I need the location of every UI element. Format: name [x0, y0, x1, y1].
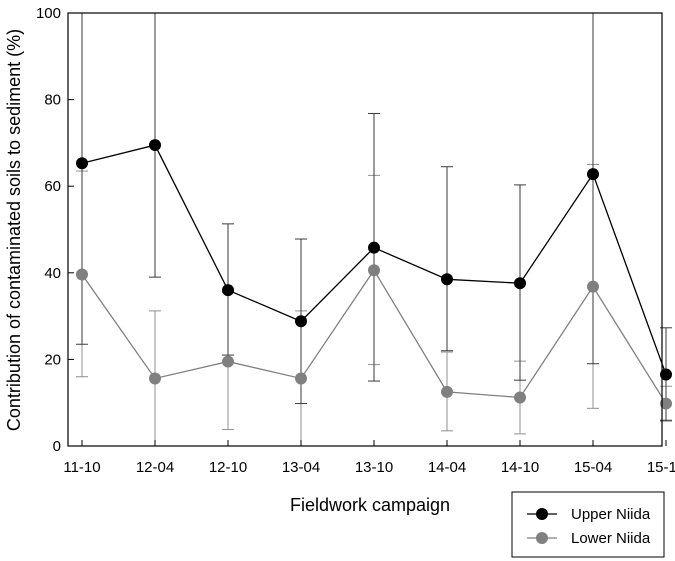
x-tick-label: 11-10 [63, 459, 100, 476]
y-tick-label: 80 [44, 92, 61, 109]
lower-niida-point [295, 372, 307, 385]
lower-niida-point [222, 355, 234, 368]
x-tick-label: 15-10 [647, 459, 675, 476]
x-tick-label: 12-04 [136, 459, 174, 476]
legend-marker-upper [536, 508, 548, 520]
x-axis-ticks: 11-10 12-04 12-10 13-04 13-10 14-04 14-10 15-04… [63, 440, 675, 476]
x-tick-label: 13-10 [355, 459, 393, 476]
upper-niida-point [660, 368, 672, 381]
x-tick-label: 13-04 [282, 459, 320, 476]
lower-niida-point [76, 268, 88, 281]
upper-niida-point [222, 284, 234, 297]
legend-marker-lower [536, 532, 548, 544]
lower-niida-point [660, 397, 672, 410]
lower-niida-point [149, 372, 161, 385]
y-tick-label: 60 [44, 178, 61, 195]
error-bars [76, 13, 672, 446]
x-tick-label: 12-10 [209, 459, 247, 476]
y-axis-ticks: 0 20 40 60 80 100 [36, 5, 74, 455]
y-tick-label: 0 [53, 438, 61, 455]
y-tick-label: 20 [44, 351, 61, 368]
data-markers [76, 139, 672, 410]
legend: Upper Niida Lower Niida [511, 491, 665, 558]
y-axis-title: Contribution of contaminated soils to se… [4, 29, 24, 431]
legend-label-lower: Lower Niida [571, 530, 651, 547]
legend-label-upper: Upper Niida [571, 506, 651, 523]
lower-niida-point [587, 280, 599, 293]
upper-niida-point [295, 315, 307, 328]
upper-niida-point [587, 168, 599, 181]
upper-niida-point [149, 139, 161, 152]
upper-niida-point [514, 277, 526, 290]
upper-niida-point [368, 241, 380, 254]
legend-box [511, 491, 665, 558]
upper-niida-point [441, 273, 453, 286]
y-tick-label: 100 [36, 5, 61, 22]
lower-niida-point [441, 385, 453, 398]
y-tick-label: 40 [44, 265, 61, 282]
upper-niida-point [76, 157, 88, 170]
plot-frame [67, 12, 663, 447]
lower-niida-point [368, 264, 380, 277]
lower-niida-point [514, 391, 526, 404]
x-tick-label: 15-04 [574, 459, 612, 476]
x-axis-title: Fieldwork campaign [290, 495, 450, 515]
x-tick-label: 14-10 [501, 459, 539, 476]
x-tick-label: 14-04 [428, 459, 466, 476]
